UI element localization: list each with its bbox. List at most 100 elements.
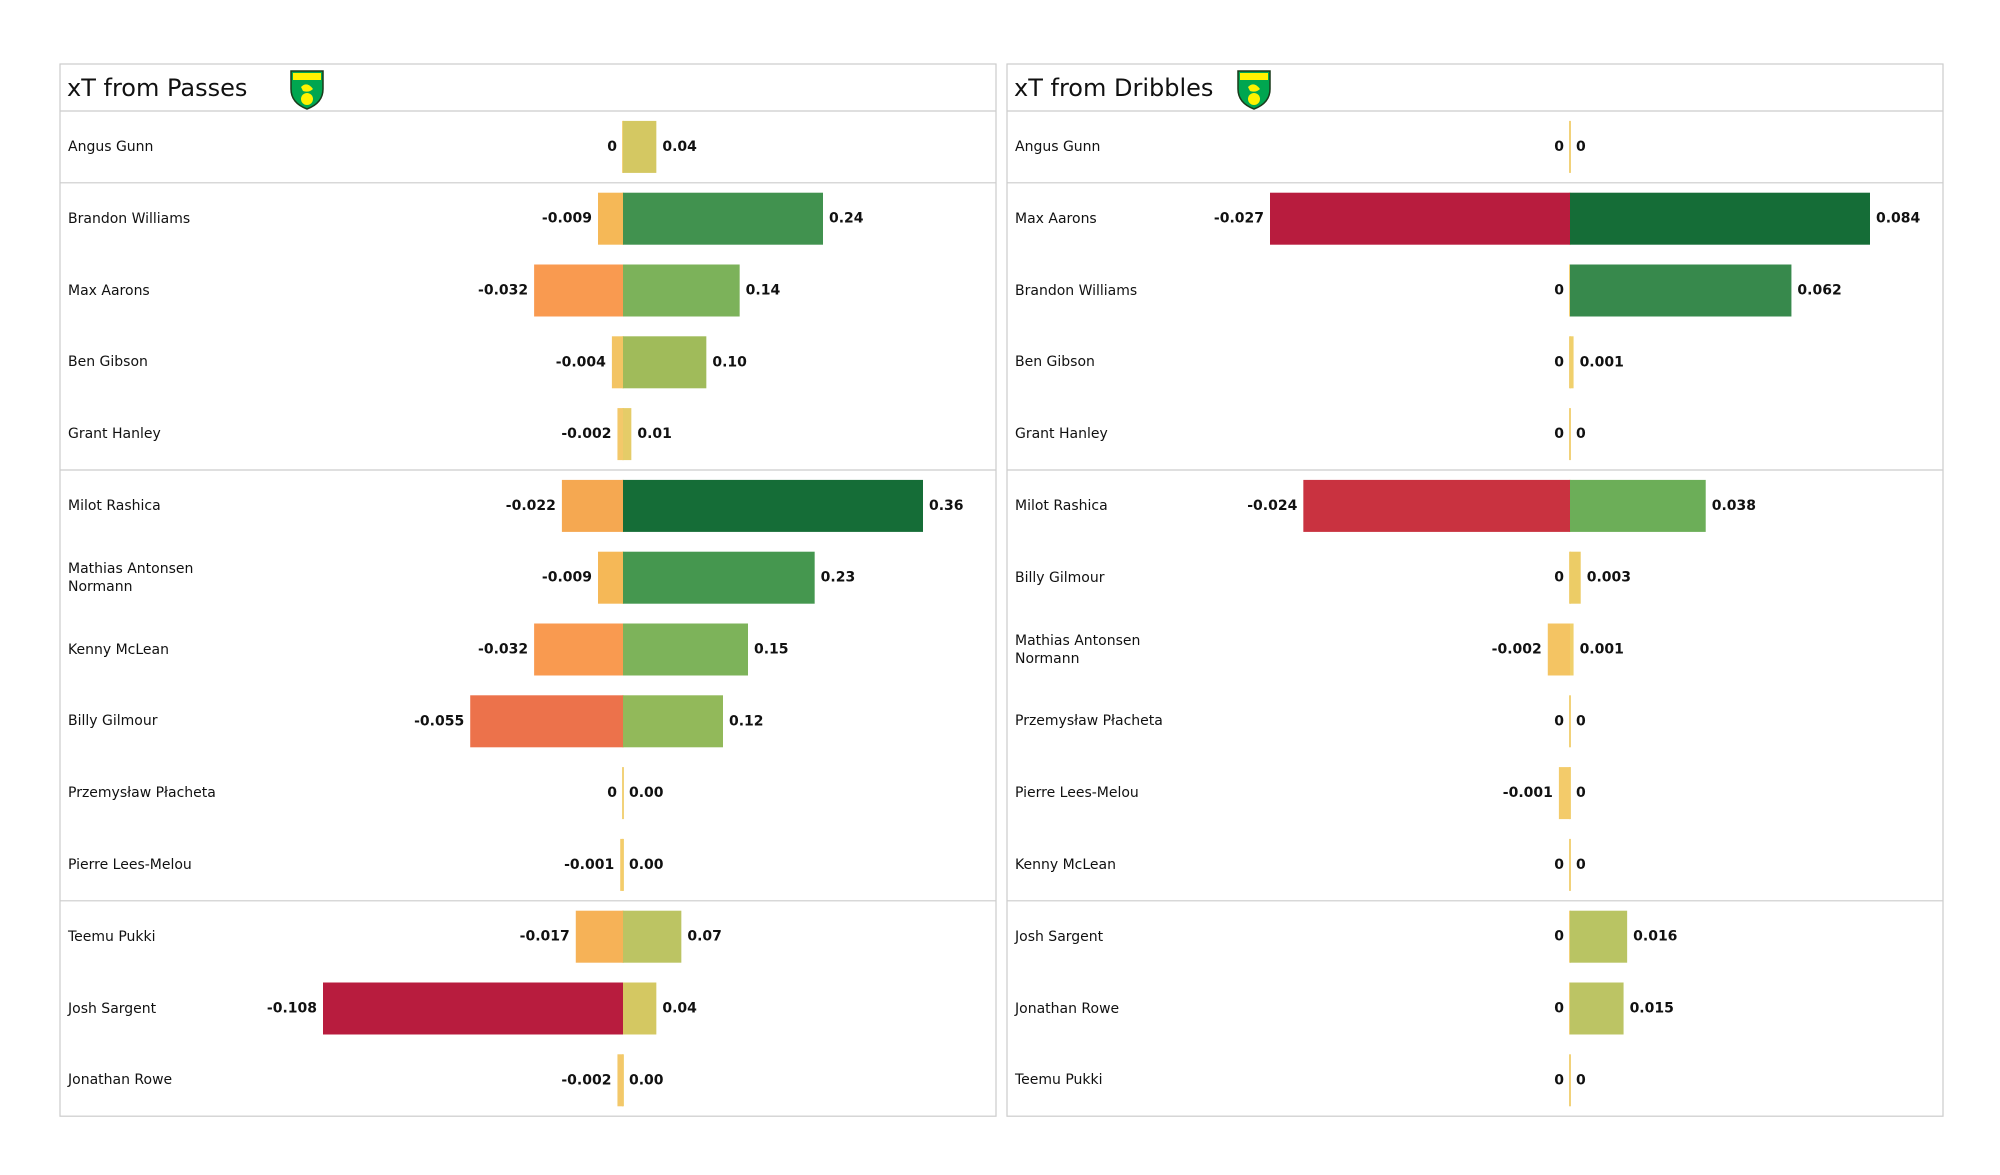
bar-positive	[1570, 982, 1624, 1035]
value-label: 0.001	[1580, 354, 1624, 370]
value-label: 0	[1554, 283, 1564, 299]
player-name: Brandon Williams	[68, 210, 191, 227]
value-label: 0	[1554, 354, 1564, 370]
value-label: 0.12	[729, 713, 764, 729]
value-label: 0.00	[629, 785, 664, 801]
player-name: Teemu Pukki	[1015, 1072, 1103, 1089]
team-badge	[290, 70, 324, 110]
bar-negative	[470, 695, 623, 748]
bar-positive	[623, 479, 923, 532]
value-label: 0.00	[629, 1072, 664, 1088]
player-name: Ben Gibson	[1015, 354, 1095, 371]
value-label: -0.032	[478, 283, 528, 299]
value-label: 0	[1554, 426, 1564, 442]
value-label: -0.032	[478, 642, 528, 658]
bar-negative	[323, 982, 623, 1035]
player-name: Billy Gilmour	[68, 713, 158, 730]
player-name: Max Aarons	[68, 282, 150, 299]
value-label: 0.07	[687, 929, 722, 945]
player-name: Grant Hanley	[68, 426, 161, 443]
value-label: -0.108	[267, 1001, 317, 1017]
bar-negative	[1303, 479, 1570, 532]
value-label: -0.002	[561, 426, 611, 442]
player-name: Teemu Pukki	[68, 928, 156, 945]
player-name: Josh Sargent	[1015, 928, 1104, 945]
value-label: -0.001	[564, 857, 614, 873]
bar-negative	[534, 264, 623, 317]
value-label: 0	[1576, 139, 1586, 155]
player-name: Przemysław Płacheta	[1015, 713, 1163, 730]
bar-negative	[598, 551, 623, 604]
bar-negative	[534, 623, 623, 676]
value-label: 0.015	[1630, 1001, 1674, 1017]
bar-positive	[623, 695, 723, 748]
value-label: -0.055	[414, 713, 464, 729]
player-name: Billy Gilmour	[1015, 569, 1105, 586]
bar-positive	[1570, 551, 1581, 604]
value-label: 0	[1554, 570, 1564, 586]
bar-negative	[1547, 623, 1570, 676]
bar-negative	[575, 910, 623, 963]
player-name: Kenny McLean	[68, 641, 169, 658]
bar-positive	[623, 551, 815, 604]
player-name: Pierre Lees-Melou	[1015, 785, 1139, 802]
player-name: Milot Rashica	[68, 497, 161, 514]
bar-positive	[1570, 192, 1870, 245]
bar-positive	[623, 623, 748, 676]
panel-frame	[59, 63, 997, 1117]
value-label: 0	[607, 785, 617, 801]
player-name: Pierre Lees-Melou	[68, 856, 192, 873]
bar-positive	[623, 910, 682, 963]
player-name: Milot Rashica	[1015, 497, 1108, 514]
value-label: 0	[1576, 857, 1586, 873]
value-label: 0	[1554, 1001, 1564, 1017]
value-label: 0.001	[1580, 642, 1624, 658]
value-label: 0	[1576, 785, 1586, 801]
value-label: 0	[1554, 139, 1564, 155]
value-label: 0	[1576, 426, 1586, 442]
bar-positive	[1570, 264, 1792, 317]
value-label: 0	[1554, 929, 1564, 945]
player-name: Jonathan Rowe	[1015, 1000, 1120, 1017]
player-name: Jonathan Rowe	[68, 1072, 173, 1089]
value-label: -0.027	[1214, 211, 1264, 227]
player-name: Max Aarons	[1015, 210, 1097, 227]
value-label: -0.002	[561, 1072, 611, 1088]
bar-positive	[623, 192, 823, 245]
panel-frame	[1006, 63, 1944, 1117]
player-name: Kenny McLean	[1015, 856, 1116, 873]
value-label: 0.36	[929, 498, 964, 514]
bar-positive	[623, 408, 632, 461]
value-label: -0.024	[1247, 498, 1297, 514]
bar-negative	[617, 1054, 623, 1107]
bar-positive	[623, 336, 707, 389]
player-name: Angus Gunn	[1015, 138, 1101, 155]
value-label: 0.24	[829, 211, 864, 227]
bar-negative	[617, 408, 623, 461]
value-label: 0.062	[1797, 283, 1841, 299]
bar-positive	[623, 982, 657, 1035]
player-name: Grant Hanley	[1015, 426, 1108, 443]
value-label: 0.23	[821, 570, 856, 586]
bar-negative	[611, 336, 623, 389]
value-label: 0.14	[746, 283, 781, 299]
player-name: Przemysław Płacheta	[68, 785, 216, 802]
value-label: -0.009	[542, 570, 592, 586]
value-label: -0.009	[542, 211, 592, 227]
bar-positive	[1570, 336, 1574, 389]
value-label: 0.003	[1587, 570, 1631, 586]
value-label: 0.016	[1633, 929, 1677, 945]
value-label: -0.002	[1492, 642, 1542, 658]
bar-negative	[620, 838, 623, 891]
value-label: 0	[1554, 857, 1564, 873]
bar-positive	[623, 264, 740, 317]
bar-negative	[1270, 192, 1570, 245]
value-label: 0.04	[662, 139, 697, 155]
bar-positive	[1570, 910, 1628, 963]
value-label: 0.15	[754, 642, 789, 658]
panel-title: xT from Passes	[67, 73, 248, 102]
value-label: 0.00	[629, 857, 664, 873]
value-label: -0.001	[1503, 785, 1553, 801]
team-badge	[1237, 70, 1271, 110]
